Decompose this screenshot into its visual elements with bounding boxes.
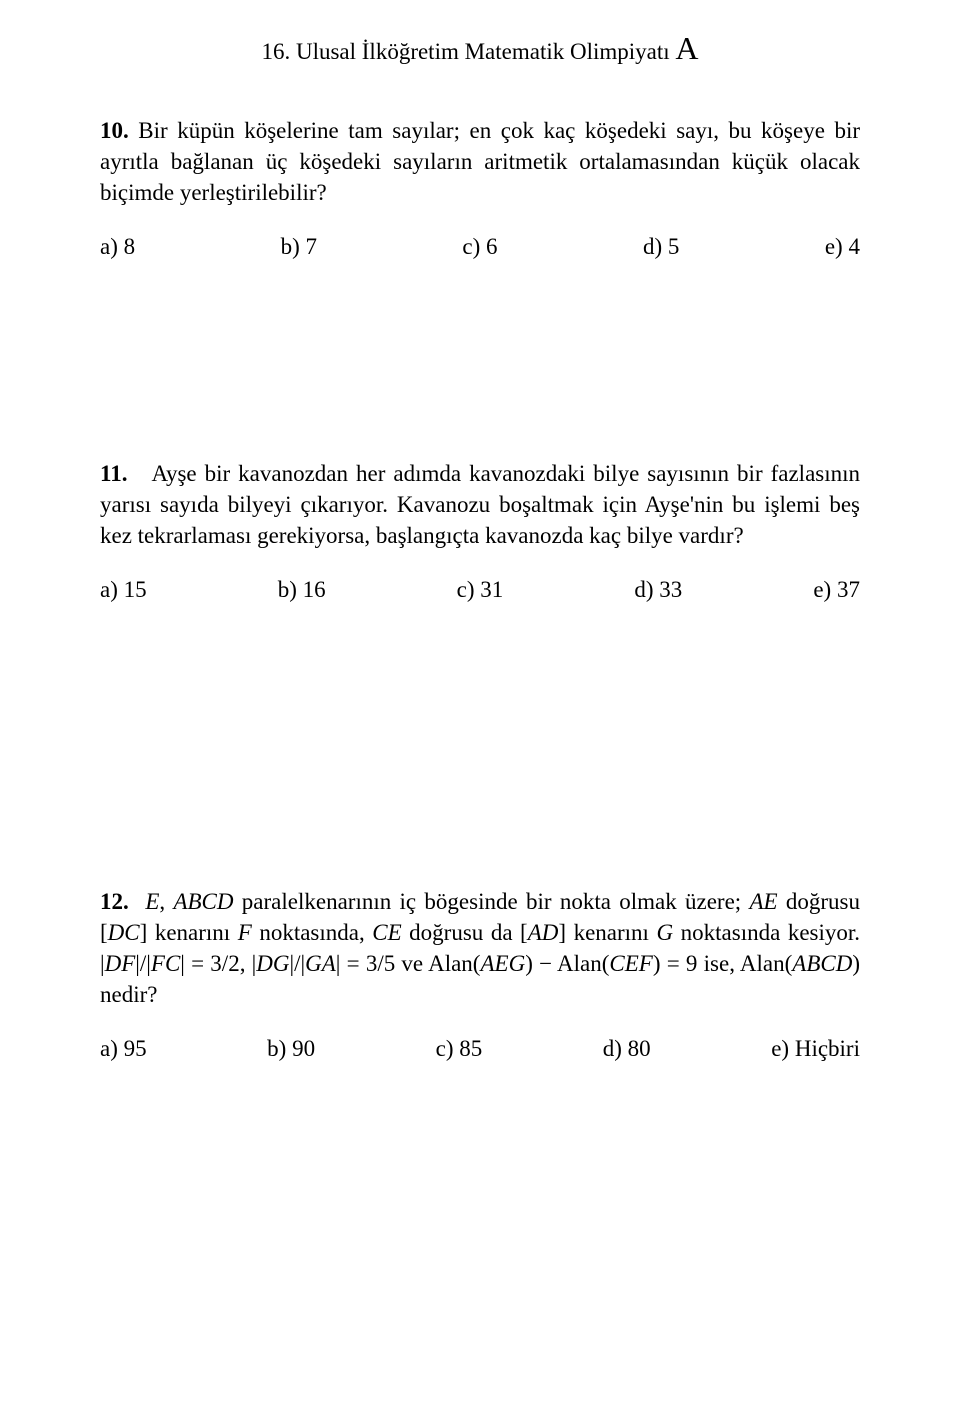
option-b: b) 90: [267, 1036, 315, 1062]
math-var: GA: [305, 951, 336, 976]
option-d: d) 5: [643, 234, 679, 260]
text-part: |/|: [135, 951, 151, 976]
text-part: ) = 9 ise, Alan(: [653, 951, 792, 976]
math-var: DF: [105, 951, 136, 976]
text-part: paralelkenarının iç bögesinde bir nokta …: [234, 889, 750, 914]
option-d: d) 33: [634, 577, 682, 603]
question-11: 11. Ayşe bir kavanozdan her adımda kavan…: [100, 458, 860, 603]
option-a: a) 15: [100, 577, 147, 603]
question-number: 12.: [100, 889, 129, 914]
math-var: G: [656, 920, 673, 945]
question-body: Bir küpün köşelerine tam sayılar; en çok…: [100, 118, 860, 205]
question-text: 12. E, ABCD paralelkenarının iç bögesind…: [100, 886, 860, 1010]
option-e: e) 37: [813, 577, 860, 603]
exam-version: A: [675, 30, 698, 66]
text-part: ) − Alan(: [525, 951, 609, 976]
options-row: a) 95 b) 90 c) 85 d) 80 e) Hiçbiri: [100, 1036, 860, 1062]
exam-header: 16. Ulusal İlköğretim Matematik Olimpiya…: [100, 30, 860, 67]
text-part: doğrusu da [: [402, 920, 528, 945]
option-a: a) 95: [100, 1036, 147, 1062]
math-var: ABCD: [173, 889, 233, 914]
text-part: noktasında,: [252, 920, 372, 945]
text-part: | = 3/2, |: [180, 951, 256, 976]
question-text: 11. Ayşe bir kavanozdan her adımda kavan…: [100, 458, 860, 551]
text-part: ] kenarını: [558, 920, 656, 945]
math-var: DG: [256, 951, 289, 976]
text-part: | = 3/5 ve Alan(: [336, 951, 481, 976]
spacer: [100, 631, 860, 886]
math-var: AD: [528, 920, 559, 945]
text-part: ,: [159, 889, 173, 914]
options-row: a) 8 b) 7 c) 6 d) 5 e) 4: [100, 234, 860, 260]
text-part: ] kenarını: [140, 920, 238, 945]
option-e: e) Hiçbiri: [771, 1036, 860, 1062]
question-text: 10. Bir küpün köşelerine tam sayılar; en…: [100, 115, 860, 208]
option-c: c) 85: [436, 1036, 483, 1062]
options-row: a) 15 b) 16 c) 31 d) 33 e) 37: [100, 577, 860, 603]
option-b: b) 7: [281, 234, 317, 260]
question-10: 10. Bir küpün köşelerine tam sayılar; en…: [100, 115, 860, 260]
math-var: ABCD: [792, 951, 852, 976]
question-number: 10.: [100, 118, 129, 143]
math-var: DC: [108, 920, 140, 945]
question-12: 12. E, ABCD paralelkenarının iç bögesind…: [100, 886, 860, 1062]
option-a: a) 8: [100, 234, 135, 260]
option-c: c) 31: [457, 577, 504, 603]
page: 16. Ulusal İlköğretim Matematik Olimpiya…: [0, 0, 960, 1130]
math-var: CEF: [609, 951, 652, 976]
option-e: e) 4: [825, 234, 860, 260]
exam-title: 16. Ulusal İlköğretim Matematik Olimpiya…: [261, 39, 675, 64]
math-var: F: [238, 920, 252, 945]
math-var: AE: [749, 889, 777, 914]
question-number: 11.: [100, 461, 127, 486]
option-d: d) 80: [603, 1036, 651, 1062]
text-part: |/|: [290, 951, 306, 976]
math-var: FC: [151, 951, 180, 976]
spacer: [100, 288, 860, 458]
math-var: E: [145, 889, 159, 914]
option-c: c) 6: [462, 234, 497, 260]
question-body: Ayşe bir kavanozdan her adımda kavanozda…: [100, 461, 860, 548]
math-var: CE: [372, 920, 401, 945]
math-var: AEG: [480, 951, 525, 976]
option-b: b) 16: [278, 577, 326, 603]
